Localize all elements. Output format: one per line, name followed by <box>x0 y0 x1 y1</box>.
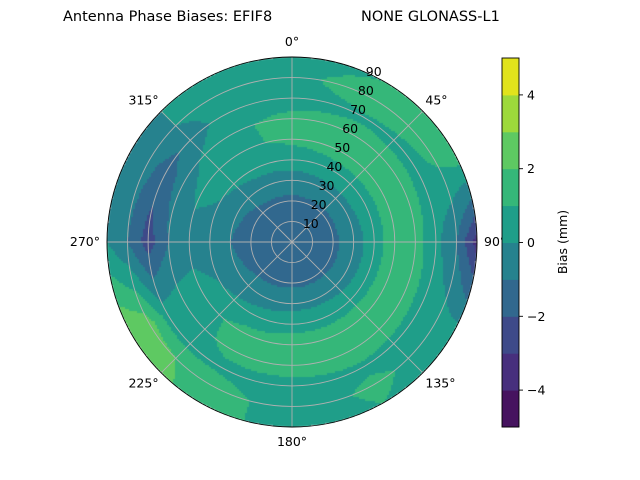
colorbar-band <box>502 279 519 317</box>
r-tick-label: 40 <box>326 159 342 174</box>
chart-title-left: Antenna Phase Biases: EFIF8 <box>63 9 273 25</box>
colorbar-tick-label: −4 <box>527 383 545 398</box>
theta-tick-label: 45° <box>425 93 447 108</box>
theta-tick-label: 225° <box>128 375 158 390</box>
r-tick-label: 10 <box>303 216 319 231</box>
theta-tick-label: 270° <box>70 234 100 249</box>
theta-tick-label: 180° <box>277 434 307 449</box>
angular-gridline <box>291 241 424 374</box>
colorbar-band <box>502 94 519 133</box>
colorbar-band <box>502 131 519 170</box>
chart-title-right: NONE GLONASS-L1 <box>361 9 500 25</box>
r-tick-label: 30 <box>319 178 335 193</box>
r-tick-label: 90 <box>366 64 382 79</box>
angular-gridline <box>160 110 293 243</box>
polar-frame <box>106 56 478 428</box>
colorbar-tick-label: 4 <box>527 87 535 102</box>
angular-gridline <box>160 241 293 374</box>
colorbar-tick-label: 2 <box>527 161 535 176</box>
theta-tick-label: 0° <box>285 34 299 49</box>
colorbar-band <box>502 316 519 354</box>
r-tick-label: 80 <box>358 83 374 98</box>
r-tick-label: 50 <box>334 140 350 155</box>
colorbar-band <box>502 242 519 280</box>
colorbar-band <box>502 58 519 96</box>
colorbar-band <box>502 390 519 428</box>
angular-gridline <box>291 110 424 243</box>
colorbar-tick-label: 0 <box>527 235 535 250</box>
colorbar-tick-label: −2 <box>527 309 545 324</box>
colorbar-band <box>502 353 519 391</box>
colorbar-band <box>502 168 519 207</box>
theta-tick-label: 315° <box>128 93 158 108</box>
theta-tick-label: 90° <box>484 234 506 249</box>
colorbar-label: Bias (mm) <box>555 210 570 274</box>
r-tick-label: 70 <box>350 102 366 117</box>
colorbar-band <box>502 205 519 243</box>
r-tick-label: 20 <box>311 197 327 212</box>
theta-tick-label: 135° <box>425 375 455 390</box>
r-tick-label: 60 <box>342 121 358 136</box>
